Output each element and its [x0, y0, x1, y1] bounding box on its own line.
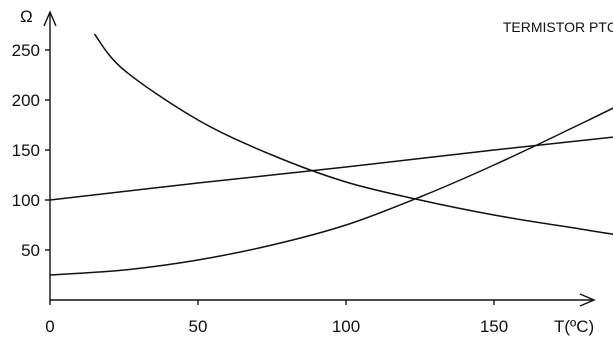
- curves: [49, 33, 613, 276]
- ptc-label: TERMISTOR PTC: [503, 19, 613, 35]
- ptc-curve: [49, 107, 613, 276]
- x-axis-arrow-icon: [579, 293, 596, 307]
- y-axis-arrow-icon: [43, 10, 57, 27]
- x-tick-label: 150: [480, 317, 508, 336]
- x-axis-title: T(ºC): [554, 317, 594, 336]
- y-tick-label: 150: [12, 141, 40, 160]
- y-tick-label: 50: [21, 241, 40, 260]
- y-tick-label: 200: [12, 91, 40, 110]
- x-tick-label: 50: [189, 317, 208, 336]
- ntc-curve: [93, 33, 613, 236]
- ticks: 05010015020025030050100150200250: [12, 41, 509, 336]
- y-axis-title: Ω: [20, 7, 33, 26]
- x-tick-label: 100: [332, 317, 360, 336]
- rtd-pt100-line: [49, 136, 613, 201]
- y-tick-label: 100: [12, 191, 40, 210]
- axes: Ω T(ºC): [20, 7, 596, 336]
- curve-labels: TERMISTOR PTCRTD Pt100TERMISTOR NTC: [503, 19, 613, 35]
- y-tick-label: 250: [12, 41, 40, 60]
- x-tick-label: 0: [45, 317, 54, 336]
